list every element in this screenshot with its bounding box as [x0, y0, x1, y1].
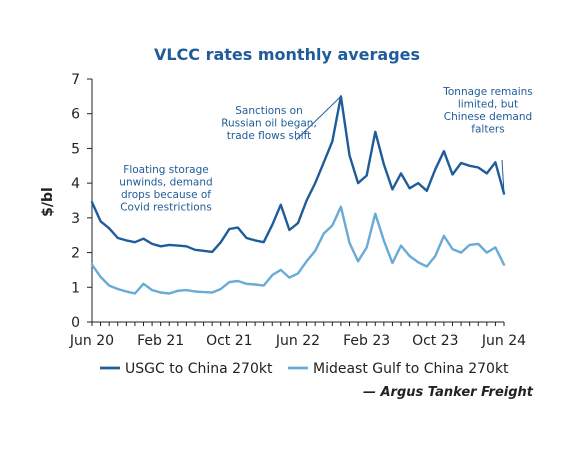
x-tick-label: Feb 23	[343, 333, 390, 349]
x-tick-label: Oct 23	[412, 333, 458, 349]
x-tick-label: Feb 21	[137, 333, 184, 349]
y-tick-label: 1	[71, 280, 80, 296]
series-layer	[90, 95, 506, 295]
y-tick-label: 4	[71, 176, 80, 192]
series-line-0	[90, 95, 506, 254]
y-tick-label: 5	[71, 141, 80, 157]
legend-item-1: Mideast Gulf to China 270kt	[288, 361, 509, 377]
legend: USGC to China 270kt Mideast Gulf to China…	[100, 361, 509, 377]
annotation-text-line: Floating storage	[123, 164, 208, 176]
y-tick-label: 3	[71, 211, 80, 227]
y-axis-label: $/bl	[40, 187, 56, 217]
series-line-1	[90, 205, 506, 295]
annotation-text-line: Russian oil began,	[221, 118, 317, 130]
annotation-leader-line	[501, 159, 505, 194]
x-tick-label: Jun 22	[275, 333, 320, 349]
chart-title: VLCC rates monthly averages	[154, 45, 420, 64]
annotation-text-line: falters	[471, 124, 504, 136]
annotation-text-line: drops because of	[121, 189, 211, 201]
annotation-text-line: Sanctions on	[235, 105, 303, 117]
annotation-text-line: trade flows shift	[227, 130, 311, 142]
annotation-text-line: unwinds, demand	[119, 177, 212, 189]
legend-label: USGC to China 270kt	[125, 361, 273, 377]
annotation-text-line: limited, but	[458, 99, 518, 111]
y-tick-label: 7	[71, 72, 80, 88]
annotation-leader-line	[295, 95, 342, 141]
annotation-text-line: Covid restrictions	[120, 202, 212, 214]
annotation-text-line: Tonnage remains	[442, 86, 533, 98]
y-tick-label: 0	[71, 315, 80, 331]
source-credit: — Argus Tanker Freight	[363, 385, 534, 400]
x-tick-label: Jun 20	[69, 333, 114, 349]
y-axis: 0 1 2 3 4 5 6 7	[71, 72, 93, 331]
annotation-text-line: Chinese demand	[444, 111, 532, 123]
x-tick-label: Jun 24	[481, 333, 526, 349]
legend-label: Mideast Gulf to China 270kt	[313, 361, 509, 377]
y-tick-label: 6	[71, 107, 80, 123]
x-axis: Jun 20 Feb 21 Oct 21 Jun 22 Feb 23 Oct 23 Jun …	[69, 321, 526, 349]
x-tick-label: Oct 21	[206, 333, 252, 349]
y-tick-label: 2	[71, 246, 80, 262]
legend-item-0: USGC to China 270kt	[100, 361, 273, 377]
